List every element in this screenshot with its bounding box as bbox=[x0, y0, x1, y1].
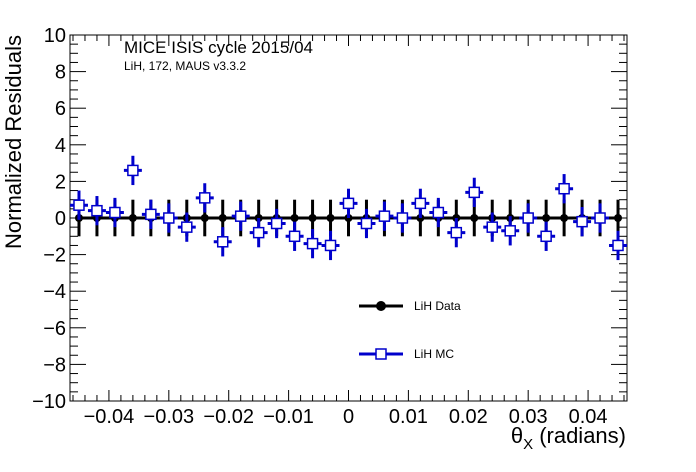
x-tick-label: −0.02 bbox=[203, 406, 254, 428]
x-tick-label: 0.01 bbox=[389, 406, 428, 428]
x-tick-label: 0.04 bbox=[569, 406, 608, 428]
series-lih-mc bbox=[70, 155, 627, 261]
mc-point-marker bbox=[504, 225, 516, 237]
data-point-marker bbox=[128, 214, 137, 222]
mc-point-marker bbox=[252, 226, 265, 239]
mc-point-marker bbox=[540, 230, 552, 243]
mc-point-marker bbox=[378, 210, 391, 222]
y-tick-label: 0 bbox=[55, 208, 66, 230]
mc-point-marker bbox=[396, 212, 409, 224]
mc-point-marker bbox=[360, 217, 373, 230]
data-point-marker bbox=[200, 214, 209, 222]
chart-title: MICE ISIS cycle 2015/04 bbox=[124, 38, 313, 57]
y-tick-label: −4 bbox=[43, 281, 66, 303]
mc-point-marker bbox=[109, 206, 121, 219]
mc-point-marker bbox=[324, 239, 337, 252]
mc-point-marker bbox=[486, 221, 498, 233]
mc-point-marker bbox=[432, 206, 445, 219]
legend-item-mc: LiH MC bbox=[359, 347, 454, 361]
y-tick-label: −6 bbox=[43, 318, 66, 340]
chart-subtitle: LiH, 172, MAUS v3.3.2 bbox=[124, 59, 246, 73]
data-point-marker bbox=[290, 214, 299, 222]
y-tick-label: 6 bbox=[55, 98, 66, 120]
x-tick-label: −0.03 bbox=[144, 406, 195, 428]
mc-point-marker bbox=[270, 217, 283, 230]
mc-point-marker bbox=[73, 199, 85, 211]
x-axis-unit: (radians) bbox=[539, 423, 626, 448]
data-point-marker bbox=[308, 214, 317, 222]
x-axis-subscript: X bbox=[523, 436, 533, 453]
y-tick-label: 4 bbox=[55, 135, 66, 157]
legend: LiH Data LiH MC bbox=[359, 299, 461, 361]
mc-point-marker bbox=[522, 212, 534, 224]
data-point-marker bbox=[470, 214, 479, 222]
legend-mc-label: LiH MC bbox=[414, 347, 454, 361]
mc-point-marker bbox=[181, 221, 193, 233]
data-point-marker bbox=[326, 214, 335, 222]
legend-data-label: LiH Data bbox=[414, 299, 461, 313]
x-tick-label: −0.01 bbox=[263, 406, 314, 428]
mc-point-marker bbox=[342, 197, 355, 210]
y-tick-label: 8 bbox=[55, 62, 66, 84]
mc-point-marker bbox=[594, 212, 606, 224]
mc-point-marker bbox=[127, 164, 139, 177]
data-point-marker bbox=[614, 214, 623, 222]
mc-point-marker bbox=[91, 204, 103, 217]
x-tick-label: 0.03 bbox=[509, 406, 548, 428]
x-axis: −0.04 −0.03 −0.02 −0.01 0 0.01 0.02 0.03 0.04 bbox=[72, 35, 625, 428]
x-tick-label: −0.04 bbox=[84, 406, 135, 428]
mc-point-marker bbox=[145, 208, 157, 221]
mc-point-marker bbox=[216, 236, 229, 248]
y-tick-label: −2 bbox=[43, 245, 66, 267]
x-axis-symbol: θ bbox=[511, 423, 523, 448]
mc-point-marker bbox=[558, 182, 570, 195]
x-axis-title: θX (radians) bbox=[511, 423, 626, 453]
y-axis: −10 −8 −6 −4 −2 0 2 4 6 8 10 bbox=[32, 25, 627, 413]
mc-point-marker bbox=[199, 192, 211, 204]
y-tick-label: 2 bbox=[55, 171, 66, 193]
mc-point-marker bbox=[414, 197, 427, 210]
data-point-marker bbox=[560, 214, 569, 222]
data-point-marker bbox=[218, 214, 227, 222]
y-tick-label: 10 bbox=[44, 25, 66, 47]
mc-point-marker bbox=[468, 186, 481, 199]
mc-point-marker bbox=[450, 226, 463, 239]
legend-item-data: LiH Data bbox=[359, 299, 461, 313]
legend-data-marker bbox=[376, 301, 386, 311]
mc-point-marker bbox=[612, 239, 624, 252]
x-tick-label: 0.02 bbox=[449, 406, 488, 428]
mc-point-marker bbox=[306, 237, 319, 250]
mc-point-marker bbox=[576, 215, 588, 228]
legend-mc-marker bbox=[375, 348, 387, 360]
y-tick-label: −10 bbox=[32, 391, 66, 413]
y-tick-label: −8 bbox=[43, 354, 66, 376]
y-axis-title: Normalized Residuals bbox=[1, 35, 26, 249]
mc-point-marker bbox=[163, 212, 175, 224]
mc-point-marker bbox=[234, 210, 247, 222]
x-tick-label: 0 bbox=[343, 406, 354, 428]
mc-point-marker bbox=[288, 230, 301, 243]
data-point-marker bbox=[542, 214, 551, 222]
